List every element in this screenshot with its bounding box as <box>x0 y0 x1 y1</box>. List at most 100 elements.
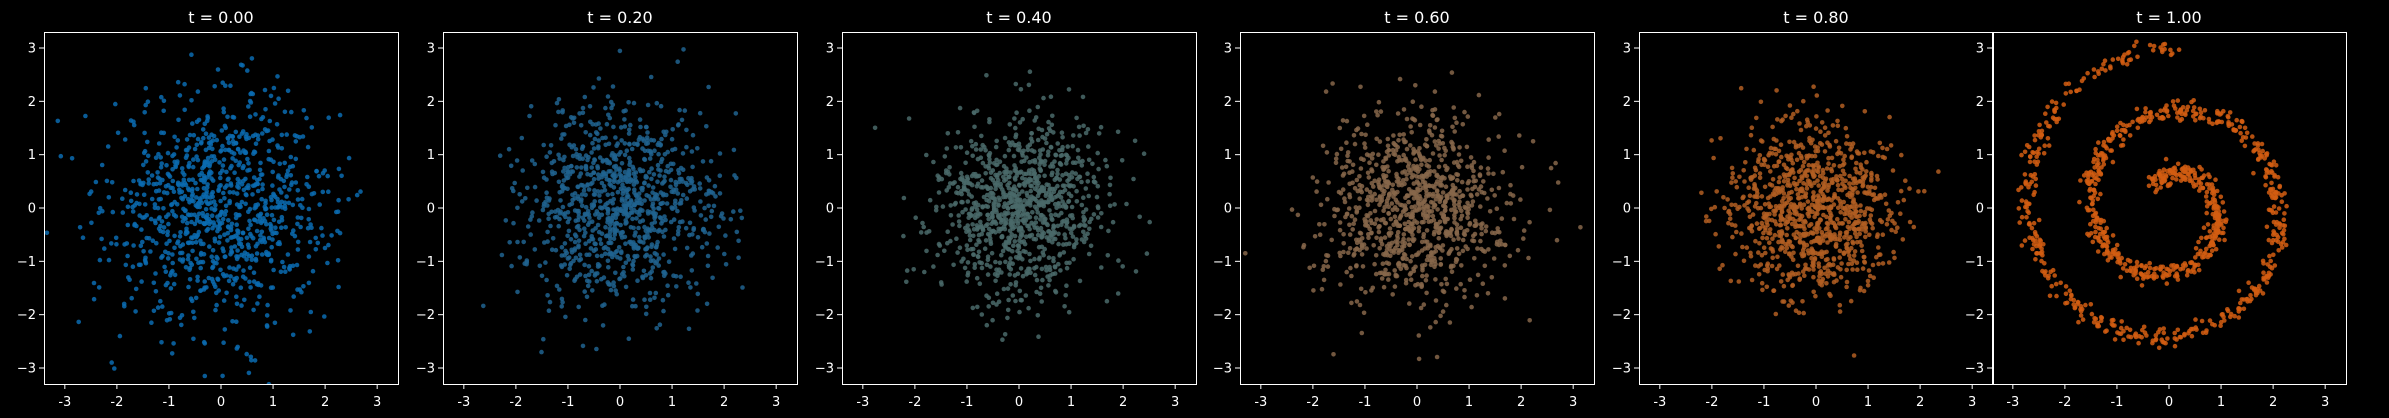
scatter-point <box>259 196 265 202</box>
scatter-point <box>112 366 117 371</box>
scatter-point <box>1469 193 1474 199</box>
scatter-point <box>285 168 291 173</box>
scatter-point <box>1847 194 1853 200</box>
scatter-point <box>568 261 574 266</box>
scatter-point <box>627 239 632 245</box>
scatter-point <box>1827 142 1832 148</box>
scatter-point <box>195 157 201 163</box>
scatter-point <box>623 198 628 204</box>
scatter-point <box>618 222 623 228</box>
y-tick-label: 3 <box>427 42 435 57</box>
scatter-point <box>975 253 981 259</box>
scatter-point <box>603 105 608 111</box>
scatter-point <box>1076 155 1081 161</box>
scatter-point <box>239 131 245 136</box>
scatter-point <box>640 218 646 223</box>
scatter-point <box>1364 213 1369 218</box>
scatter-point <box>1383 155 1388 161</box>
scatter-point <box>1405 224 1410 230</box>
scatter-point <box>612 155 618 160</box>
y-tick-label: 0 <box>1224 202 1232 217</box>
scatter-point <box>1806 162 1812 168</box>
scatter-point <box>1003 220 1009 226</box>
scatter-point <box>699 244 705 250</box>
scatter-point <box>1018 255 1023 260</box>
scatter-point <box>1027 226 1032 232</box>
scatter-point <box>673 274 679 279</box>
scatter-point <box>136 178 142 183</box>
scatter-point <box>523 196 528 201</box>
scatter-point <box>1384 251 1389 256</box>
scatter-point <box>630 297 636 302</box>
scatter-point <box>740 285 745 290</box>
scatter-point <box>212 282 217 287</box>
scatter-point <box>559 304 564 309</box>
x-tick-label: 3 <box>772 395 780 410</box>
scatter-point <box>1074 240 1079 246</box>
scatter-point <box>1452 215 1457 221</box>
scatter-point <box>1376 229 1382 235</box>
scatter-point <box>1432 89 1438 94</box>
scatter-point <box>988 194 993 200</box>
scatter-point <box>1812 214 1817 220</box>
scatter-point <box>571 120 577 126</box>
scatter-point <box>1326 180 1331 185</box>
scatter-point <box>595 262 601 267</box>
scatter-point <box>662 214 667 219</box>
scatter-point <box>1094 194 1100 200</box>
scatter-point <box>1349 273 1354 279</box>
scatter-point <box>210 248 216 253</box>
scatter-point <box>274 230 279 236</box>
scatter-point <box>1767 240 1772 245</box>
scatter-point <box>1401 236 1406 242</box>
scatter-point <box>1095 215 1101 220</box>
scatter-point <box>177 257 183 262</box>
scatter-point <box>1385 143 1391 149</box>
scatter-point <box>1085 179 1091 184</box>
scatter-point <box>1438 256 1443 261</box>
scatter-point <box>229 248 234 254</box>
scatter-point <box>1091 212 1097 217</box>
scatter-point <box>1042 173 1047 179</box>
scatter-point <box>131 243 136 248</box>
scatter-point <box>1378 109 1384 114</box>
scatter-point <box>189 188 195 194</box>
scatter-point <box>1797 235 1803 241</box>
scatter-point <box>1428 169 1433 174</box>
scatter-point <box>1802 273 1807 279</box>
scatter-point <box>1884 222 1890 227</box>
scatter-point <box>1419 173 1425 179</box>
scatter-point <box>1830 180 1835 186</box>
scatter-point <box>313 247 319 252</box>
scatter-point <box>936 241 942 247</box>
scatter-point <box>611 124 616 130</box>
scatter-point <box>590 122 595 127</box>
scatter-point <box>1406 187 1412 192</box>
scatter-point <box>616 152 622 157</box>
scatter-point <box>964 279 969 284</box>
scatter-point <box>700 159 706 164</box>
y-tick-label: 1 <box>826 148 834 163</box>
scatter-point <box>734 175 739 181</box>
scatter-point <box>621 264 626 270</box>
scatter-point <box>1357 205 1362 210</box>
scatter-point <box>172 134 177 140</box>
scatter-point <box>206 135 212 140</box>
scatter-point <box>1382 174 1387 180</box>
scatter-point <box>1376 180 1381 185</box>
scatter-point <box>260 182 265 187</box>
scatter-point <box>658 103 664 109</box>
scatter-point <box>1785 277 1790 283</box>
scatter-point <box>294 134 300 139</box>
scatter-point <box>665 283 670 289</box>
scatter-point <box>1837 302 1843 308</box>
y-tick-label: 1 <box>28 148 36 163</box>
scatter-point <box>1447 320 1453 325</box>
scatter-point <box>481 303 486 309</box>
scatter-point <box>990 317 995 323</box>
scatter-point <box>76 319 81 325</box>
scatter-point <box>1005 182 1010 188</box>
scatter-point <box>1347 170 1352 175</box>
scatter-point <box>1483 224 1489 229</box>
scatter-point <box>541 336 546 342</box>
